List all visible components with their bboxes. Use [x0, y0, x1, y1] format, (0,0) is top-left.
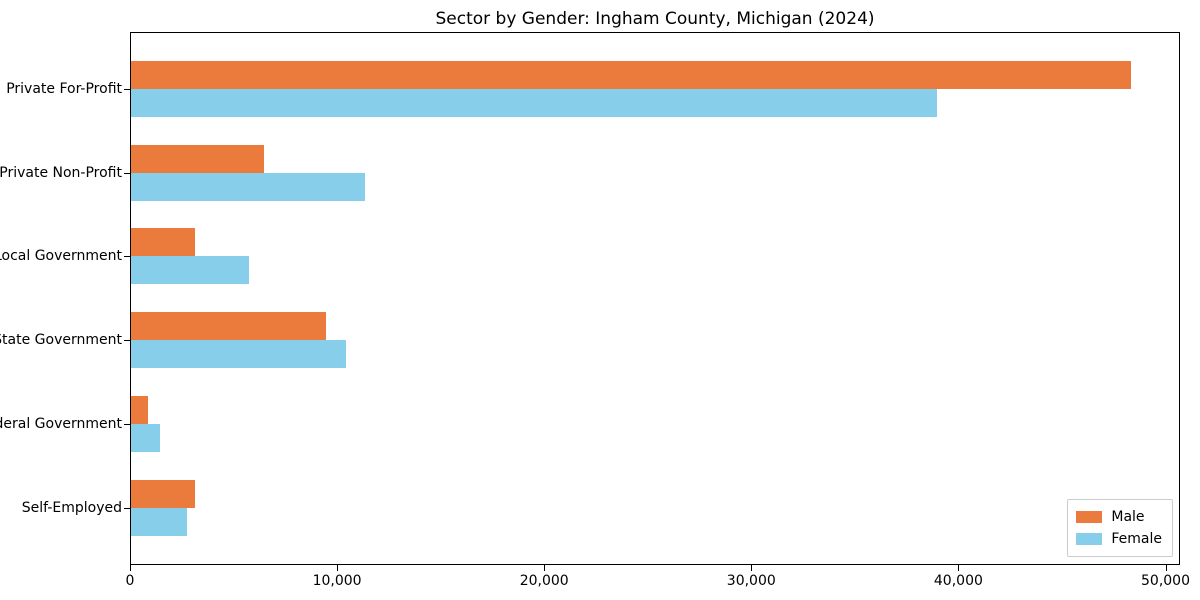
x-tick-mark — [130, 565, 131, 571]
x-tick-label-5: 50,000 — [1141, 573, 1190, 589]
y-tick-label-5: Self-Employed — [21, 499, 122, 516]
y-tick-label-0: Private For-Profit — [6, 81, 122, 97]
x-tick-mark — [1165, 565, 1167, 571]
legend-label-male: Male — [1111, 509, 1145, 525]
x-tick-mark — [751, 565, 753, 571]
legend-swatch-female — [1076, 533, 1103, 545]
legend-item-female: Female — [1076, 528, 1162, 550]
x-tick-label-1: 10,000 — [312, 573, 362, 589]
bar-male-2 — [131, 228, 196, 257]
legend-item-male: Male — [1076, 506, 1162, 528]
x-tick-label-4: 40,000 — [933, 573, 983, 589]
y-tick-mark — [124, 340, 130, 342]
bar-male-5 — [131, 479, 196, 508]
bar-female-5 — [131, 507, 187, 536]
chart-title: Sector by Gender: Ingham County, Michiga… — [435, 9, 875, 29]
x-tick-mark — [337, 565, 339, 571]
y-tick-mark — [124, 89, 130, 90]
y-tick-mark — [124, 172, 130, 174]
bar-male-0 — [131, 61, 1132, 89]
bar-female-3 — [131, 340, 347, 369]
legend-swatch-male — [1076, 511, 1103, 523]
plot-area: Male Female — [130, 32, 1180, 565]
x-tick-mark — [958, 565, 960, 571]
bar-male-3 — [131, 312, 326, 341]
y-tick-mark — [124, 507, 130, 509]
bar-female-4 — [131, 423, 160, 452]
x-tick-label-0: 0 — [125, 573, 135, 589]
y-tick-mark — [124, 423, 130, 425]
x-tick-label-3: 30,000 — [726, 573, 776, 589]
y-tick-label-3: State Government — [0, 332, 122, 349]
legend-label-female: Female — [1111, 531, 1162, 547]
bar-female-2 — [131, 256, 249, 285]
x-tick-mark — [544, 565, 546, 571]
bar-female-0 — [131, 89, 937, 117]
y-tick-label-4: Federal Government — [0, 415, 122, 432]
legend: Male Female — [1067, 499, 1173, 557]
x-tick-label-2: 20,000 — [519, 573, 569, 589]
y-tick-label-1: Private Non-Profit — [0, 164, 122, 181]
bar-male-1 — [131, 144, 264, 173]
y-tick-label-2: Local Government — [0, 248, 122, 265]
bar-female-1 — [131, 172, 365, 201]
y-tick-mark — [124, 256, 130, 258]
bar-male-4 — [131, 395, 148, 424]
